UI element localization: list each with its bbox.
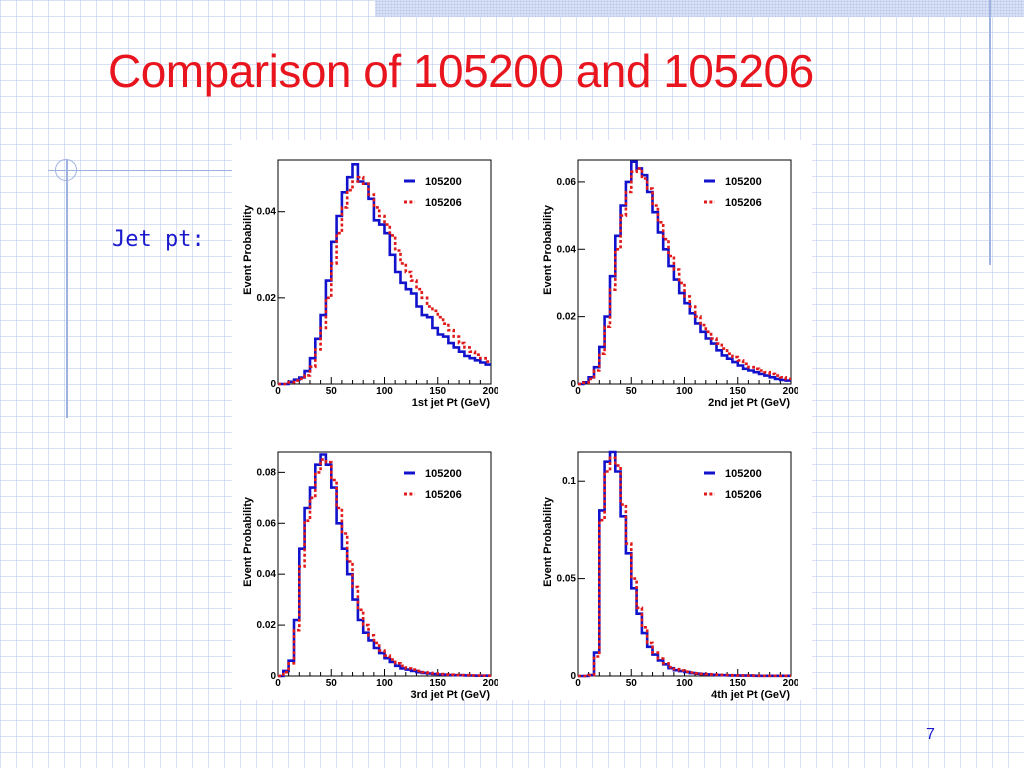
x-axis-title: 1st jet Pt (GeV): [412, 397, 491, 409]
legend-label-105200: 105200: [725, 468, 762, 480]
page-number: 7: [926, 726, 935, 743]
plot-frame: [577, 159, 792, 385]
series-line-105200: [278, 163, 491, 386]
series-line-105206: [578, 456, 791, 678]
y-axis-title: Event Probability: [242, 204, 254, 295]
y-tick-label: 0.05: [557, 574, 577, 585]
y-tick-label: 0.1: [562, 476, 576, 487]
y-tick-label: 0: [270, 671, 276, 682]
x-tick-label: 200: [783, 678, 798, 689]
legend-label-105206: 105206: [725, 197, 762, 209]
x-axis-title: 2nd jet Pt (GeV): [708, 397, 790, 409]
chart-svg: 0 50 100 150 200 0 0.02 0.04 0.06 0.08 105200 10520…: [242, 451, 498, 701]
y-axis-title: Event Probability: [542, 496, 554, 587]
legend-label-105200: 105200: [425, 468, 462, 480]
x-axis-title: 3rd jet Pt (GeV): [411, 689, 491, 701]
x-tick-label: 200: [483, 386, 498, 397]
bullet-text: Jet pt:: [112, 227, 205, 252]
x-tick-label: 50: [326, 678, 338, 689]
x-tick-label: 150: [429, 678, 446, 689]
x-tick-label: 100: [376, 678, 393, 689]
left-decoration-line: [66, 160, 68, 418]
plot-3rd-jet-pt: 0 50 100 150 200 0 0.02 0.04 0.06 0.08 105200 10520…: [238, 440, 498, 710]
series-line-105206: [278, 175, 491, 386]
legend-label-105206: 105206: [425, 197, 462, 209]
plot-1st-jet-pt: 0 50 100 150 200 0 0.02 0.04 105200 105206 1st jet…: [238, 148, 498, 418]
x-tick-label: 150: [429, 386, 446, 397]
plot-4th-jet-pt: 0 50 100 150 200 0 0.05 0.1 105200 105206 4th jet …: [538, 440, 798, 710]
y-tick-label: 0: [570, 671, 576, 682]
y-tick-label: 0.08: [257, 467, 277, 478]
x-tick-label: 150: [729, 678, 746, 689]
y-axis-title: Event Probability: [242, 496, 254, 587]
y-tick-label: 0.02: [257, 620, 277, 631]
y-tick-label: 0: [570, 379, 576, 390]
legend-label-105206: 105206: [425, 489, 462, 501]
x-tick-label: 50: [326, 386, 338, 397]
y-tick-label: 0: [270, 379, 276, 390]
x-tick-label: 200: [483, 678, 498, 689]
series-line-105206: [578, 167, 791, 386]
x-tick-label: 200: [783, 386, 798, 397]
x-tick-label: 0: [275, 678, 281, 689]
left-decoration-rule: [48, 170, 238, 171]
x-tick-label: 100: [376, 386, 393, 397]
chart-svg: 0 50 100 150 200 0 0.02 0.04 105200 105206 1st jet…: [242, 159, 498, 409]
y-tick-label: 0.06: [557, 177, 577, 188]
legend-label-105200: 105200: [725, 176, 762, 188]
x-tick-label: 50: [626, 678, 638, 689]
y-tick-label: 0.02: [557, 312, 577, 323]
x-tick-label: 50: [626, 386, 638, 397]
y-tick-label: 0.02: [257, 293, 277, 304]
slide-title: Comparison of 105200 and 105206: [108, 45, 814, 97]
legend-label-105206: 105206: [725, 489, 762, 501]
x-tick-label: 100: [676, 678, 693, 689]
top-decoration-bar: [375, 0, 1024, 17]
y-tick-label: 0.04: [557, 244, 577, 255]
y-tick-label: 0.06: [257, 518, 277, 529]
x-tick-label: 0: [575, 678, 581, 689]
plot-2nd-jet-pt: 0 50 100 150 200 0 0.02 0.04 0.06 105200 105206 2nd…: [538, 148, 798, 418]
x-tick-label: 0: [275, 386, 281, 397]
chart-svg: 0 50 100 150 200 0 0.05 0.1 105200 105206 4th jet …: [542, 450, 798, 701]
decoration-circle: [55, 159, 77, 181]
plot-frame: [577, 451, 792, 677]
x-tick-label: 150: [729, 386, 746, 397]
legend-label-105200: 105200: [425, 176, 462, 188]
x-tick-label: 100: [676, 386, 693, 397]
y-tick-label: 0.04: [257, 207, 277, 218]
series-line-105206: [278, 458, 491, 678]
y-axis-title: Event Probability: [542, 204, 554, 295]
plot-frame: [277, 451, 492, 677]
chart-svg: 0 50 100 150 200 0 0.02 0.04 0.06 105200 105206 2nd…: [542, 159, 798, 409]
y-tick-label: 0.04: [257, 569, 277, 580]
right-decoration-line: [989, 0, 991, 265]
x-axis-title: 4th jet Pt (GeV): [711, 689, 790, 701]
x-tick-label: 0: [575, 386, 581, 397]
